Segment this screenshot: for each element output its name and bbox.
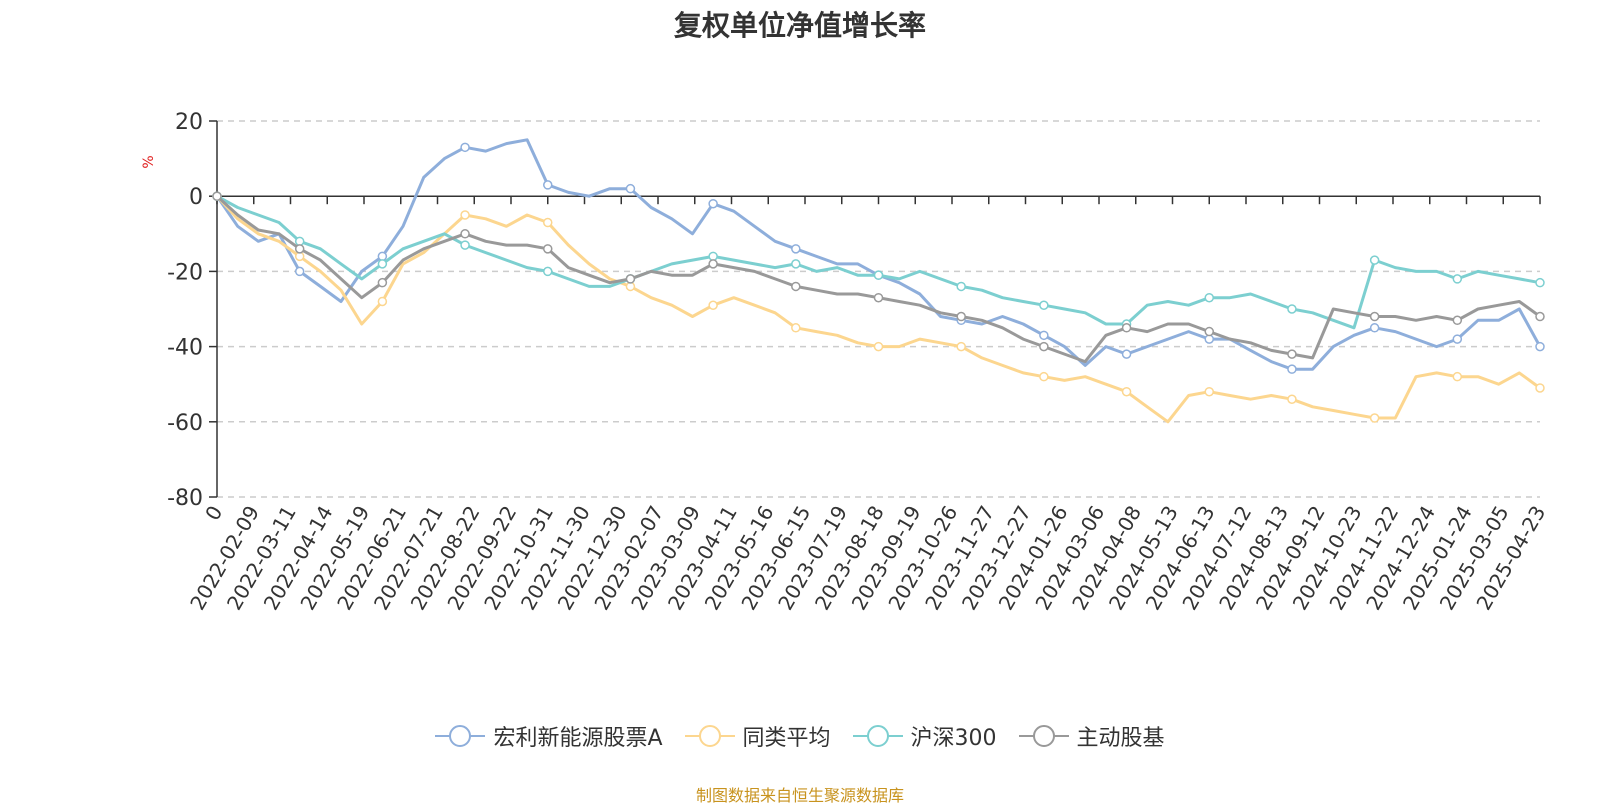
data-point xyxy=(873,341,884,352)
axes: % 200-20-40-60-8002022-02-092022-03-1120… xyxy=(141,110,1550,614)
data-point xyxy=(377,259,388,269)
y-tick-label: -60 xyxy=(167,411,203,436)
data-point xyxy=(1039,300,1049,310)
data-point xyxy=(1287,394,1297,404)
series-3 xyxy=(212,191,1545,364)
data-point xyxy=(1452,274,1463,284)
series-line xyxy=(216,194,1541,330)
data-point xyxy=(791,281,801,292)
data-point xyxy=(1535,383,1545,393)
data-point xyxy=(956,281,966,292)
legend-label: 主动股基 xyxy=(1076,726,1165,751)
data-point xyxy=(1535,311,1545,322)
data-point xyxy=(1452,371,1463,382)
data-point xyxy=(1369,323,1380,333)
data-point xyxy=(543,217,553,228)
y-axis-label: % xyxy=(141,155,157,168)
chart-title: 复权单位净值增长率 xyxy=(673,9,926,42)
data-point xyxy=(377,296,388,307)
data-point xyxy=(212,191,222,201)
data-point xyxy=(1121,349,1132,359)
y-tick-label: 0 xyxy=(189,185,203,210)
data-point xyxy=(873,270,884,280)
data-point xyxy=(543,244,553,254)
data-point xyxy=(1204,386,1214,397)
data-point xyxy=(1369,311,1380,322)
data-point xyxy=(1121,323,1132,333)
x-tick-label: 0 xyxy=(200,502,227,525)
data-point xyxy=(1204,326,1214,337)
data-point xyxy=(1039,341,1049,352)
data-point xyxy=(1452,334,1463,344)
y-tick-label: -80 xyxy=(167,486,203,511)
legend-item[interactable]: 主动股基 xyxy=(1018,720,1165,752)
y-tick-label: 20 xyxy=(175,110,203,135)
data-point xyxy=(1121,386,1132,397)
data-point xyxy=(791,244,801,254)
data-point xyxy=(543,180,553,190)
legend-marker-icon xyxy=(684,725,735,747)
data-point xyxy=(460,142,470,153)
data-point xyxy=(1287,304,1297,314)
data-point xyxy=(1452,315,1463,326)
data-point xyxy=(708,198,718,209)
series-1 xyxy=(212,191,1545,424)
series-lines xyxy=(212,138,1545,424)
source-note: 制图数据来自恒生聚源数据库 xyxy=(695,786,904,805)
data-point xyxy=(956,311,966,322)
data-point xyxy=(294,266,305,277)
legend-marker-icon xyxy=(852,725,903,747)
data-point xyxy=(708,300,718,310)
data-point xyxy=(1369,413,1380,423)
data-point xyxy=(377,277,388,288)
data-point xyxy=(460,240,470,250)
data-point xyxy=(1535,341,1545,352)
legend-label: 同类平均 xyxy=(742,726,831,751)
legend-marker-icon xyxy=(1018,725,1069,747)
data-point xyxy=(791,323,801,333)
data-point xyxy=(294,244,305,254)
data-point xyxy=(543,266,553,277)
legend: 宏利新能源股票A 同类平均 沪深300 主动股基 xyxy=(0,720,1600,752)
data-point xyxy=(1204,292,1214,303)
data-point xyxy=(791,259,801,269)
y-tick-label: -20 xyxy=(167,260,203,285)
data-point xyxy=(460,210,470,220)
data-point xyxy=(1287,349,1297,359)
y-tick-label: -40 xyxy=(167,336,203,361)
data-point xyxy=(1287,364,1297,374)
data-point xyxy=(1369,255,1380,265)
data-point xyxy=(460,229,470,239)
legend-item[interactable]: 沪深300 xyxy=(852,720,997,752)
legend-marker-icon xyxy=(435,725,486,747)
data-point xyxy=(625,274,636,284)
data-point xyxy=(956,341,966,352)
line-chart: % 200-20-40-60-8002022-02-092022-03-1120… xyxy=(141,110,1550,614)
legend-label: 宏利新能源股票A xyxy=(493,726,663,751)
data-point xyxy=(873,292,884,303)
legend-item[interactable]: 同类平均 xyxy=(684,720,831,752)
data-point xyxy=(1535,277,1545,288)
legend-label: 沪深300 xyxy=(910,726,997,751)
data-point xyxy=(1039,371,1049,382)
data-point xyxy=(1039,330,1049,341)
legend-item[interactable]: 宏利新能源股票A xyxy=(435,720,663,752)
data-point xyxy=(625,183,636,194)
data-point xyxy=(708,259,718,269)
